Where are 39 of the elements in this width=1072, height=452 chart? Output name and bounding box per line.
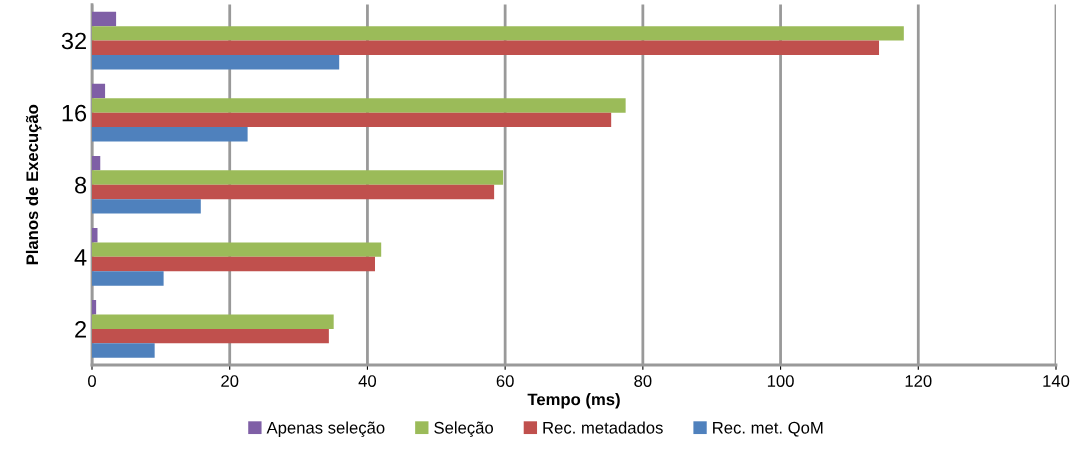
y-axis-title: Planos de Execução <box>25 104 42 265</box>
y-tick-label: 16 <box>62 104 87 122</box>
y-tick-label: 8 <box>75 176 87 194</box>
bar <box>92 98 626 113</box>
x-tick-label: 40 <box>358 375 377 387</box>
legend-label: Rec. met. QoM <box>713 421 823 437</box>
bar <box>92 170 504 185</box>
x-axis-title: Tempo (ms) <box>527 393 620 409</box>
bar <box>92 199 201 214</box>
x-tick-label: 140 <box>1043 375 1070 387</box>
bar <box>92 40 880 55</box>
bar <box>92 271 164 286</box>
bar <box>92 112 612 128</box>
legend-label: Apenas seleção <box>266 421 385 437</box>
bar <box>92 11 117 27</box>
bar <box>92 26 904 41</box>
bar <box>92 184 495 200</box>
y-tick-label: 2 <box>75 321 86 338</box>
bar <box>92 314 334 329</box>
legend-label: Seleção <box>434 421 494 437</box>
bar <box>92 256 375 272</box>
x-tick-label: 60 <box>496 375 514 387</box>
bar <box>92 127 248 142</box>
x-tick-label: 120 <box>905 375 932 387</box>
legend-label: Rec. metadados <box>543 421 663 434</box>
bar <box>92 343 155 358</box>
bar <box>92 155 101 171</box>
bar <box>92 54 340 70</box>
x-tick-label: 20 <box>221 375 239 387</box>
bar <box>92 300 97 315</box>
bar <box>92 83 106 99</box>
x-tick-label: 0 <box>88 375 96 387</box>
y-tick-label: 4 <box>74 249 87 266</box>
x-tick-label: 100 <box>767 375 794 387</box>
x-tick-label: 80 <box>634 375 652 387</box>
y-tick-label: 32 <box>61 32 86 50</box>
bar <box>92 228 98 243</box>
bar <box>92 242 382 257</box>
bar <box>92 328 329 344</box>
